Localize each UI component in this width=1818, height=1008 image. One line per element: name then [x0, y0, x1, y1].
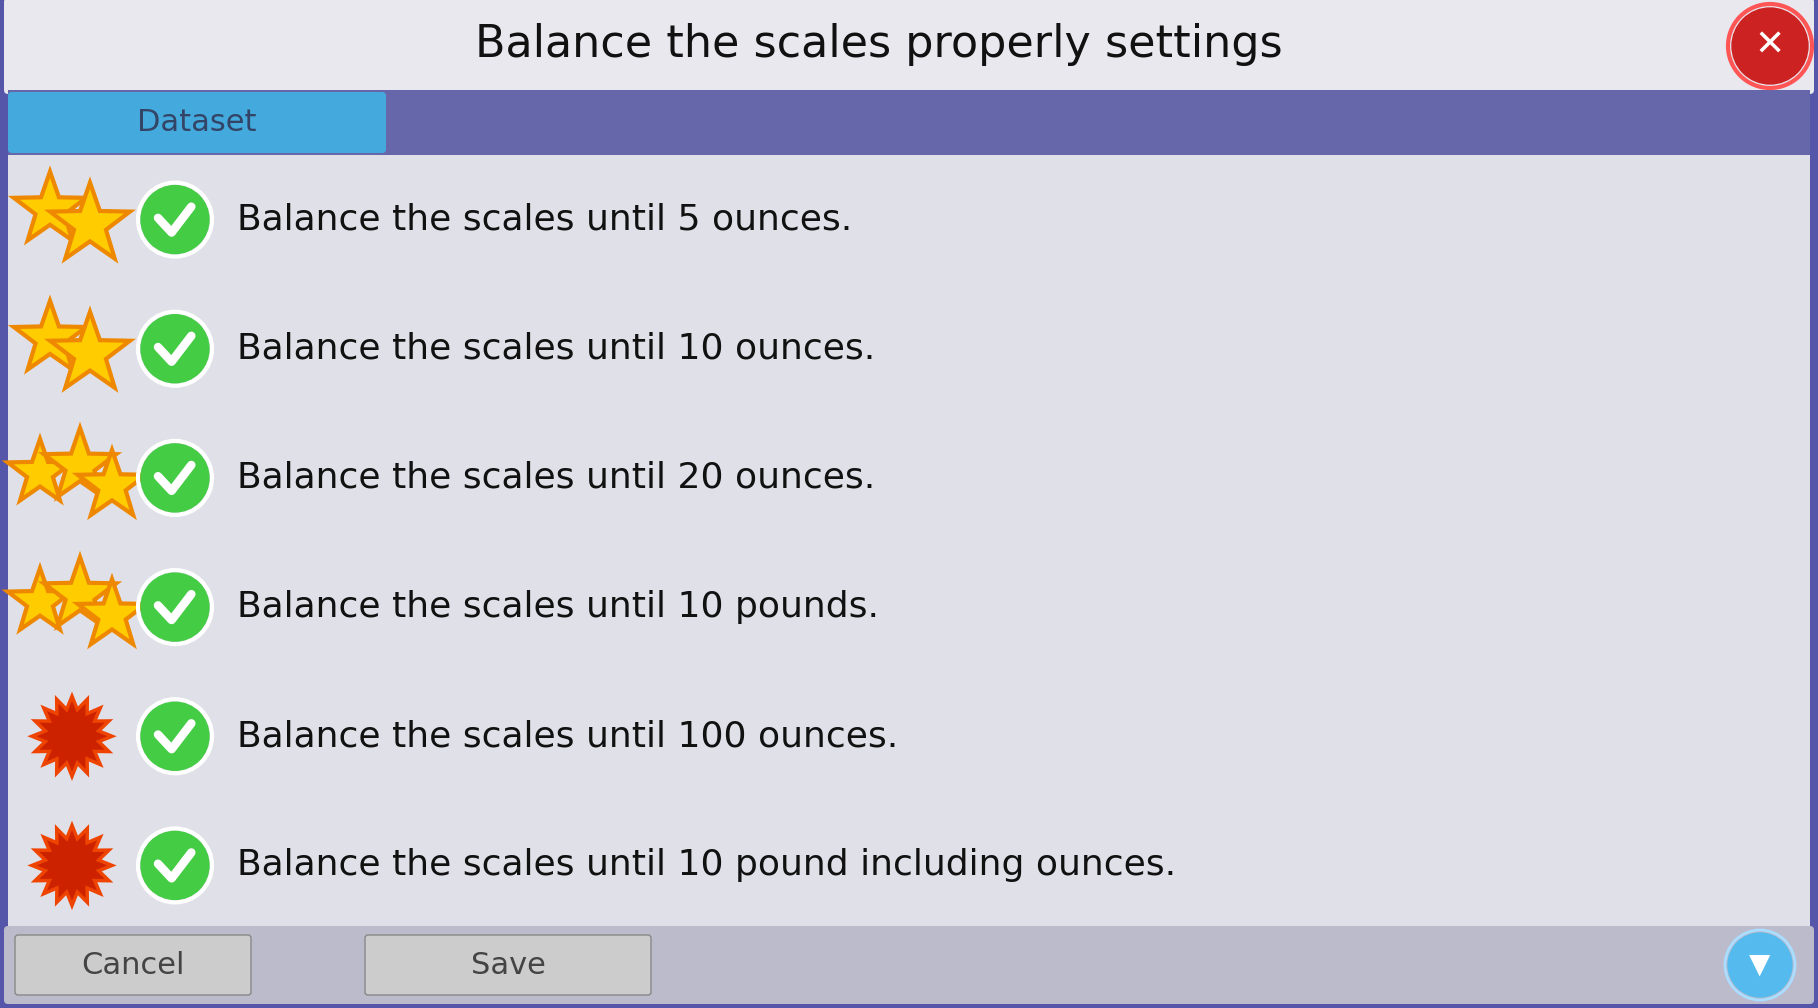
Circle shape [142, 703, 209, 770]
Polygon shape [44, 428, 116, 497]
Text: ▼: ▼ [1749, 951, 1771, 979]
Text: Balance the scales until 20 ounces.: Balance the scales until 20 ounces. [236, 461, 874, 495]
FancyBboxPatch shape [7, 155, 1811, 930]
Polygon shape [15, 171, 85, 240]
FancyBboxPatch shape [7, 92, 385, 153]
Circle shape [142, 444, 209, 512]
Text: Balance the scales until 100 ounces.: Balance the scales until 100 ounces. [236, 720, 898, 753]
Text: Dataset: Dataset [136, 108, 256, 137]
FancyBboxPatch shape [15, 935, 251, 995]
FancyBboxPatch shape [365, 935, 651, 995]
Text: ✕: ✕ [1754, 29, 1785, 62]
Text: Balance the scales until 10 ounces.: Balance the scales until 10 ounces. [236, 332, 874, 366]
Polygon shape [15, 300, 85, 370]
Circle shape [142, 832, 209, 899]
FancyBboxPatch shape [4, 0, 1814, 94]
Polygon shape [51, 182, 129, 259]
Polygon shape [33, 697, 113, 776]
FancyBboxPatch shape [7, 90, 1811, 155]
Polygon shape [78, 579, 145, 644]
Text: Save: Save [471, 951, 545, 980]
Circle shape [142, 185, 209, 254]
Polygon shape [33, 826, 113, 905]
Circle shape [142, 574, 209, 641]
Circle shape [1727, 933, 1793, 997]
FancyBboxPatch shape [4, 926, 1814, 1004]
Polygon shape [7, 438, 73, 500]
Text: Balance the scales until 10 pounds.: Balance the scales until 10 pounds. [236, 590, 878, 624]
Polygon shape [51, 311, 129, 388]
Text: Balance the scales until 10 pound including ounces.: Balance the scales until 10 pound includ… [236, 849, 1176, 882]
Polygon shape [78, 450, 145, 515]
Circle shape [142, 314, 209, 383]
Text: Balance the scales properly settings: Balance the scales properly settings [474, 23, 1284, 67]
Circle shape [1733, 8, 1807, 84]
Polygon shape [44, 557, 116, 626]
Text: Balance the scales until 5 ounces.: Balance the scales until 5 ounces. [236, 203, 853, 237]
Polygon shape [7, 569, 73, 630]
Text: Cancel: Cancel [82, 951, 185, 980]
